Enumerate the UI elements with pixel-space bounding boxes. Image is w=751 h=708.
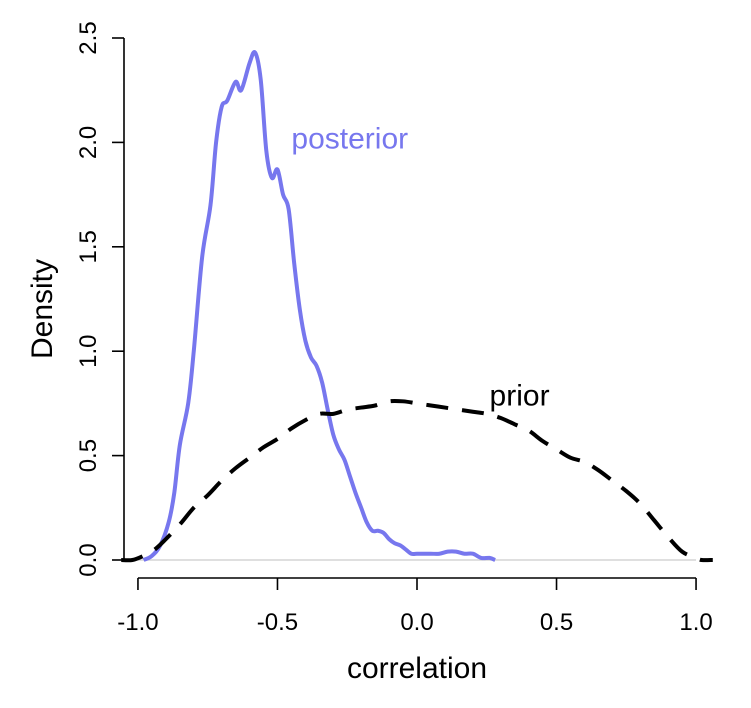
series-layer xyxy=(121,50,713,563)
series-label-prior: prior xyxy=(490,379,550,412)
x-tick-label: 1.0 xyxy=(679,609,712,636)
y-axis-title: Density xyxy=(26,259,59,359)
x-tick-label: -0.5 xyxy=(257,609,298,636)
x-axis-title: correlation xyxy=(347,652,487,685)
series-line-posterior xyxy=(142,50,496,562)
y-tick-label: 2.5 xyxy=(75,21,102,54)
series-labels: posterior prior xyxy=(291,123,549,413)
x-tick-label: -1.0 xyxy=(117,609,158,636)
y-axis-ticks: 0.0 0.5 1.0 1.5 2.0 2.5 xyxy=(75,21,124,577)
x-tick-label: 0.0 xyxy=(400,609,433,636)
series-line-prior xyxy=(121,398,713,563)
series-label-posterior: posterior xyxy=(291,123,408,156)
y-tick-label: 2.0 xyxy=(75,126,102,159)
y-tick-label: 1.5 xyxy=(75,230,102,263)
y-tick-label: 1.0 xyxy=(75,335,102,368)
y-tick-label: 0.5 xyxy=(75,439,102,472)
x-axis-ticks: -1.0 -0.5 0.0 0.5 1.0 xyxy=(117,578,713,636)
y-tick-label: 0.0 xyxy=(75,543,102,576)
x-tick-label: 0.5 xyxy=(540,609,573,636)
